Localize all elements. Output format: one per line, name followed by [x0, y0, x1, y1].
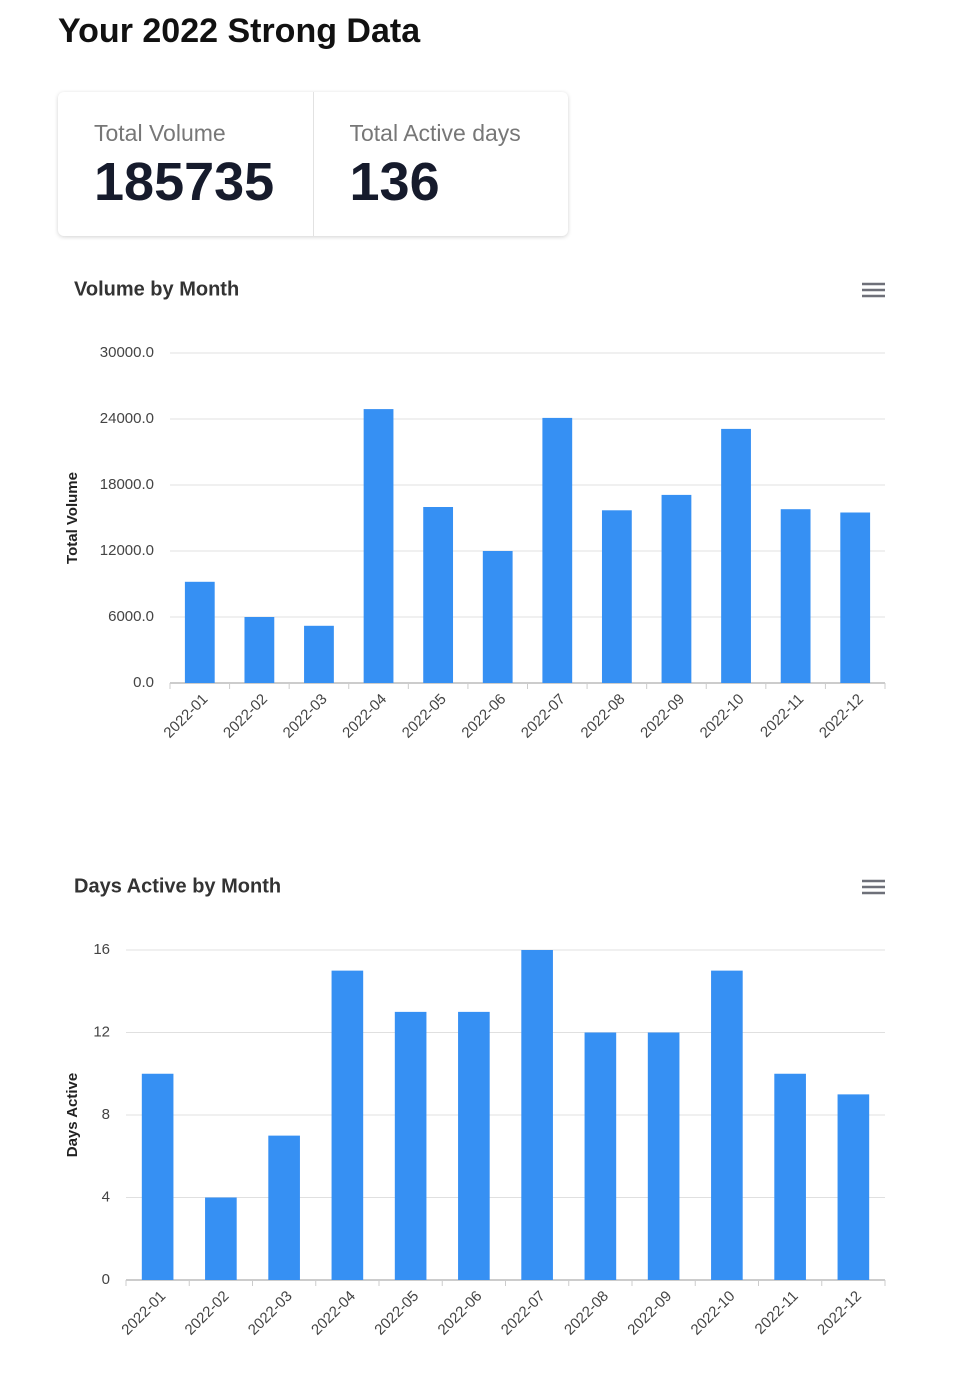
y-tick-label: 12 — [93, 1023, 110, 1040]
x-tick-label: 2022-07 — [518, 691, 569, 742]
x-tick-label: 2022-03 — [280, 691, 331, 742]
x-tick-label: 2022-10 — [697, 691, 748, 742]
bar — [601, 510, 632, 683]
x-tick-label: 2022-09 — [637, 691, 688, 742]
stat-value: 185735 — [94, 152, 275, 212]
x-tick-label: 2022-07 — [498, 1288, 549, 1339]
x-tick-label: 2022-11 — [752, 1288, 802, 1338]
x-tick-label: 2022-12 — [814, 1288, 865, 1339]
x-tick-label: 2022-01 — [160, 691, 211, 742]
bar — [840, 512, 871, 683]
x-tick-label: 2022-06 — [435, 1288, 486, 1339]
stat-label: Total Active days — [349, 120, 521, 146]
y-tick-label: 12000.0 — [100, 542, 154, 559]
stat: Total Volume 185735 — [58, 92, 313, 236]
x-tick-label: 2022-09 — [624, 1288, 675, 1339]
x-tick-label: 2022-02 — [182, 1288, 233, 1339]
bar — [521, 950, 553, 1280]
bar — [331, 970, 364, 1280]
y-axis-title: Days Active — [64, 1073, 81, 1158]
bar — [482, 551, 513, 683]
bar — [661, 494, 692, 683]
y-tick-label: 6000.0 — [108, 608, 154, 625]
x-tick-label: 2022-03 — [245, 1288, 296, 1339]
x-tick-label: 2022-08 — [578, 691, 629, 742]
x-tick-label: 2022-10 — [688, 1288, 739, 1339]
x-tick-label: 2022-08 — [561, 1288, 612, 1339]
y-tick-label: 18000.0 — [100, 476, 154, 493]
bar — [584, 1032, 617, 1280]
y-tick-label: 4 — [102, 1188, 110, 1205]
x-tick-label: 2022-05 — [371, 1288, 422, 1339]
stat-value: 136 — [349, 152, 440, 212]
x-tick-label: 2022-05 — [399, 691, 450, 742]
bar — [542, 417, 573, 683]
bar — [268, 1135, 300, 1280]
chart-title: Days Active by Month — [74, 875, 281, 897]
x-tick-label: 2022-04 — [339, 691, 390, 742]
bar — [780, 509, 811, 683]
y-tick-label: 0.0 — [133, 674, 154, 691]
x-tick-label: 2022-04 — [308, 1288, 359, 1339]
y-tick-label: 24000.0 — [100, 410, 154, 427]
chart-title: Volume by Month — [74, 278, 239, 300]
bar — [205, 1197, 237, 1280]
bar — [184, 581, 215, 683]
y-axis-title: Total Volume — [64, 472, 81, 564]
y-tick-label: 0 — [102, 1271, 110, 1288]
bar — [363, 409, 394, 683]
bar — [244, 617, 275, 683]
stats-card: Total Volume 185735 Total Active days 13… — [58, 92, 568, 236]
bar — [774, 1073, 806, 1280]
stat-label: Total Volume — [94, 120, 226, 146]
bar — [394, 1011, 427, 1280]
stat: Total Active days 136 — [312, 92, 569, 236]
bar — [458, 1011, 490, 1280]
y-tick-label: 16 — [93, 941, 110, 958]
bar — [423, 507, 454, 683]
x-tick-label: 2022-11 — [757, 691, 807, 741]
bar — [711, 970, 743, 1280]
bar — [721, 428, 751, 683]
x-tick-label: 2022-02 — [220, 691, 271, 742]
x-tick-label: 2022-01 — [118, 1288, 169, 1339]
bar — [647, 1032, 680, 1280]
x-tick-label: 2022-06 — [458, 691, 509, 742]
y-tick-label: 30000.0 — [100, 344, 154, 361]
bar — [304, 625, 334, 683]
y-tick-label: 8 — [102, 1106, 110, 1123]
page-title: Your 2022 Strong Data — [58, 12, 421, 50]
bar — [141, 1073, 174, 1280]
x-tick-label: 2022-12 — [816, 691, 867, 742]
bar — [837, 1094, 870, 1280]
